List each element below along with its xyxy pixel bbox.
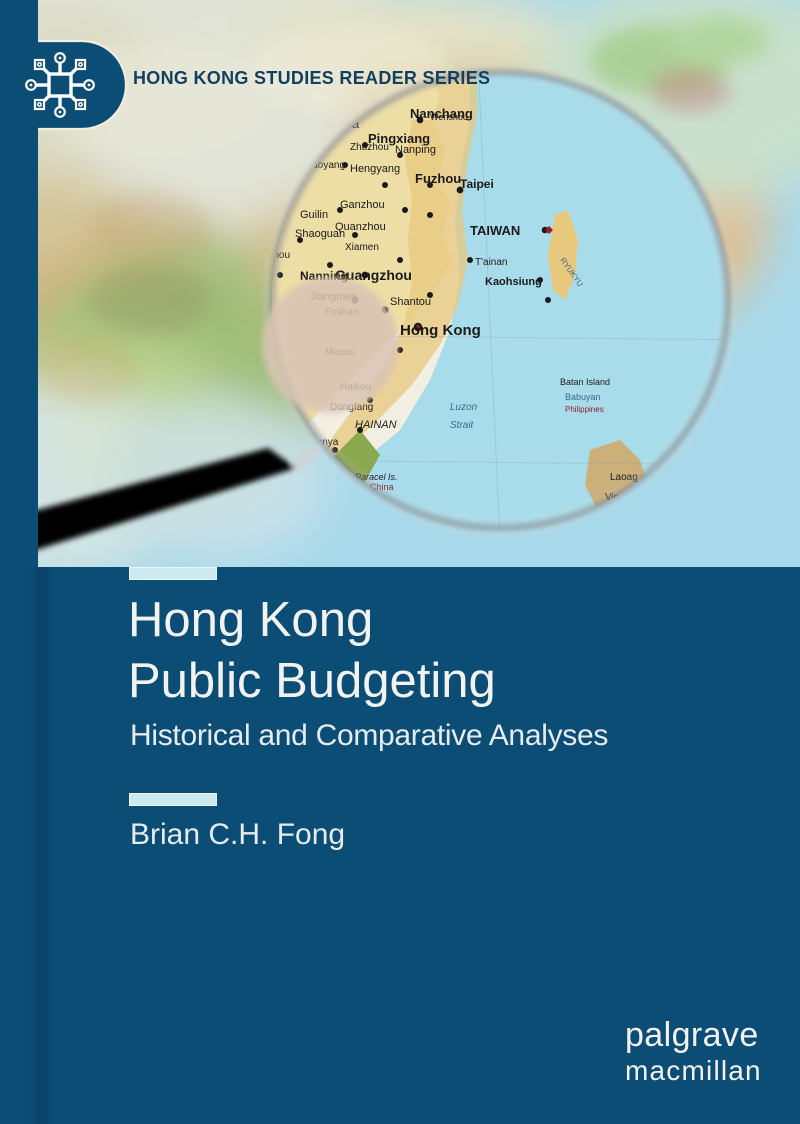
svg-text:Babuyan: Babuyan — [565, 392, 601, 402]
svg-text:Kaohsiung: Kaohsiung — [485, 276, 542, 288]
svg-text:Guilin: Guilin — [300, 209, 328, 221]
svg-text:Taipei: Taipei — [460, 177, 494, 191]
svg-text:Strait: Strait — [450, 420, 475, 431]
svg-text:Hengyang: Hengyang — [350, 163, 400, 175]
svg-text:Philippines: Philippines — [565, 405, 604, 414]
svg-text:Xiamen: Xiamen — [345, 242, 379, 253]
svg-text:Quanzhou: Quanzhou — [335, 221, 386, 233]
svg-text:Hong Kong: Hong Kong — [400, 322, 481, 339]
svg-text:Nanping: Nanping — [395, 144, 436, 156]
svg-text:Luzon: Luzon — [450, 402, 478, 413]
svg-text:TAIWAN: TAIWAN — [470, 223, 520, 238]
svg-text:Batan Island: Batan Island — [560, 377, 610, 387]
svg-text:Shantou: Shantou — [390, 296, 431, 308]
svg-text:Wenshou: Wenshou — [430, 112, 468, 122]
svg-text:HAINAN: HAINAN — [355, 419, 397, 431]
svg-text:Fuzhou: Fuzhou — [415, 171, 461, 186]
svg-text:T'ainan: T'ainan — [475, 257, 508, 268]
svg-text:Ganzhou: Ganzhou — [340, 199, 385, 211]
